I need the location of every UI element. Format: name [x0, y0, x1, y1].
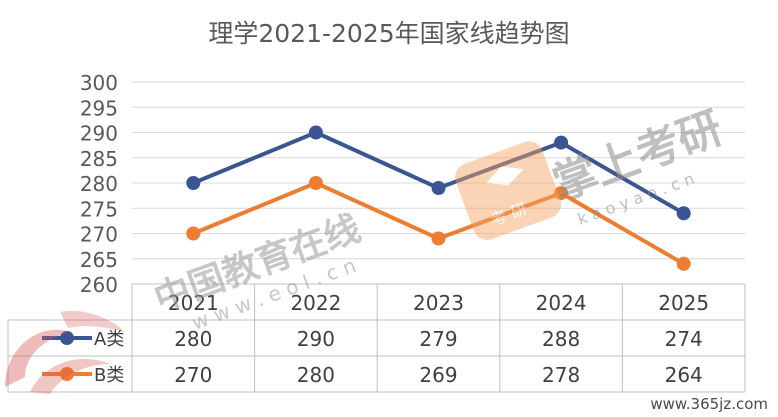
legend-marker	[60, 331, 74, 345]
data-point	[186, 176, 201, 190]
series-layer	[186, 125, 691, 271]
eol-logo	[5, 310, 125, 394]
y-tick-label: 300	[80, 71, 118, 95]
table-value: 288	[542, 327, 580, 351]
data-point	[308, 125, 323, 140]
table-value: 264	[665, 363, 703, 387]
data-point	[554, 135, 569, 150]
y-tick-label: 265	[80, 248, 118, 272]
data-table: 2021 2022 2023 2024 2025 A类 280 290 279 288 274 B类 2…	[7, 283, 746, 393]
kaoyan-logo: 考 研	[455, 141, 562, 241]
x-category-label: 2021	[168, 291, 219, 315]
table-value: 280	[297, 363, 335, 387]
y-tick-label: 290	[80, 122, 118, 146]
table-value: 279	[419, 327, 457, 351]
table-value: 278	[542, 363, 580, 387]
chart-title: 理学2021-2025年国家线趋势图	[208, 19, 570, 48]
data-point	[554, 186, 569, 201]
y-tick-label: 260	[80, 273, 118, 297]
data-point	[431, 231, 446, 246]
y-tick-label: 280	[80, 172, 118, 196]
table-value: 274	[665, 327, 703, 351]
legend-label: A类	[94, 329, 124, 350]
data-point	[431, 181, 446, 196]
data-point	[186, 226, 201, 241]
y-tick-label: 275	[80, 197, 118, 221]
table-value: 269	[419, 363, 457, 387]
table-value: 290	[297, 327, 335, 351]
legend-label: B类	[94, 365, 124, 386]
legend-marker	[60, 367, 74, 381]
x-category-label: 2025	[658, 291, 709, 315]
gridlines	[132, 81, 745, 260]
data-point	[308, 176, 323, 190]
data-point	[676, 206, 691, 221]
x-category-label: 2022	[290, 291, 341, 315]
site-watermark: www.365jz.com	[650, 395, 768, 413]
y-tick-label: 270	[80, 223, 118, 247]
data-point	[676, 256, 691, 271]
y-tick-label: 285	[80, 147, 118, 171]
x-category-label: 2024	[536, 291, 587, 315]
y-tick-label: 295	[80, 96, 118, 120]
table-value: 270	[174, 363, 212, 387]
table-value: 280	[174, 327, 212, 351]
x-category-label: 2023	[413, 291, 464, 315]
